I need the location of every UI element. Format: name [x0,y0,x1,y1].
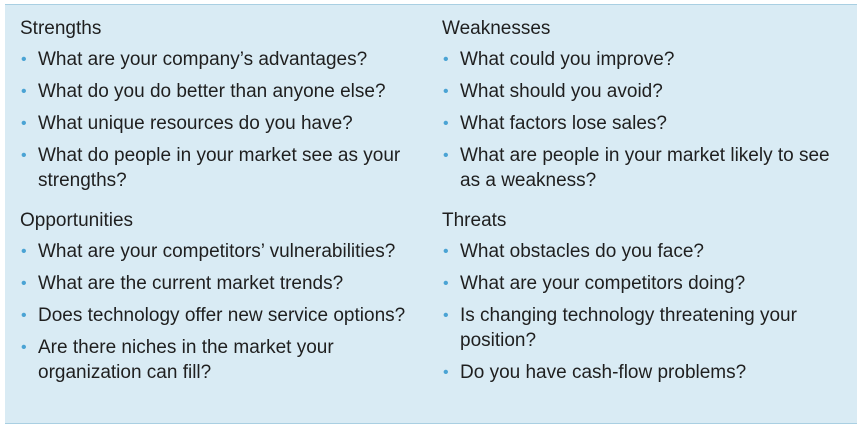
list-item-text: What are the current market trends? [38,273,344,294]
list-item: • Is changing technology threatening your… [442,303,854,353]
list-item: • What could you improve? [442,47,854,72]
bullet-icon: • [443,243,449,260]
bullet-icon: • [21,339,27,356]
list-item: • What are your competitors doing? [442,271,854,296]
list-item-text: What are your company’s advantages? [38,49,368,70]
list-item-text: What are people in your market likely to… [460,145,830,191]
opportunities-section: Opportunities • What are your competitors… [20,209,432,392]
weaknesses-section: Weaknesses • What could you improve? • Wha… [442,17,854,200]
list-item-text: Are there niches in the market your orga… [38,337,334,383]
bullet-icon: • [443,115,449,132]
opportunities-heading: Opportunities [20,210,134,231]
threats-section: Threats • What obstacles do you face? • Wh… [442,209,854,392]
bullet-icon: • [21,115,27,132]
list-item-text: What obstacles do you face? [460,241,704,262]
bullet-icon: • [443,83,449,100]
strengths-heading: Strengths [20,18,102,39]
list-item-text: Do you have cash-flow problems? [460,362,747,383]
list-item: • What obstacles do you face? [442,239,854,264]
bullet-icon: • [21,243,27,260]
bullet-icon: • [443,307,449,324]
bullet-icon: • [443,364,449,381]
bullet-icon: • [21,307,27,324]
bullet-icon: • [21,51,27,68]
list-item: • What are people in your market likely t… [442,143,854,193]
bullet-icon: • [21,275,27,292]
strengths-section: Strengths • What are your company’s advan… [20,17,432,200]
list-item-text: What do people in your market see as you… [38,145,401,191]
list-item: • What are the current market trends? [20,271,432,296]
list-item-text: What unique resources do you have? [38,113,353,134]
strengths-list: • What are your company’s advantages? • Wh… [20,47,432,193]
list-item: • What are your competitors’ vulnerabilit… [20,239,432,264]
list-item-text: Is changing technology threatening your … [460,305,797,351]
list-item: • Are there niches in the market your org… [20,335,432,385]
opportunities-list: • What are your competitors’ vulnerabilit… [20,239,432,385]
list-item: • What should you avoid? [442,79,854,104]
list-item-text: What are your competitors’ vulnerabiliti… [38,241,396,262]
weaknesses-list: • What could you improve? • What should yo… [442,47,854,193]
weaknesses-heading: Weaknesses [442,18,551,39]
list-item-text: What should you avoid? [460,81,663,102]
swot-panel: Strengths • What are your company’s advan… [5,4,857,424]
list-item: • Does technology offer new service optio… [20,303,432,328]
threats-heading: Threats [442,210,507,231]
bullet-icon: • [443,275,449,292]
list-item-text: What do you do better than anyone else? [38,81,386,102]
list-item-text: What could you improve? [460,49,675,70]
bullet-icon: • [443,51,449,68]
threats-list: • What obstacles do you face? • What are y… [442,239,854,385]
list-item: • What unique resources do you have? [20,111,432,136]
bullet-icon: • [443,147,449,164]
list-item: • Do you have cash-flow problems? [442,360,854,385]
list-item: • What do you do better than anyone else? [20,79,432,104]
bullet-icon: • [21,147,27,164]
list-item-text: What factors lose sales? [460,113,667,134]
bullet-icon: • [21,83,27,100]
list-item-text: What are your competitors doing? [460,273,746,294]
list-item-text: Does technology offer new service option… [38,305,406,326]
list-item: • What are your company’s advantages? [20,47,432,72]
list-item: • What do people in your market see as yo… [20,143,432,193]
list-item: • What factors lose sales? [442,111,854,136]
